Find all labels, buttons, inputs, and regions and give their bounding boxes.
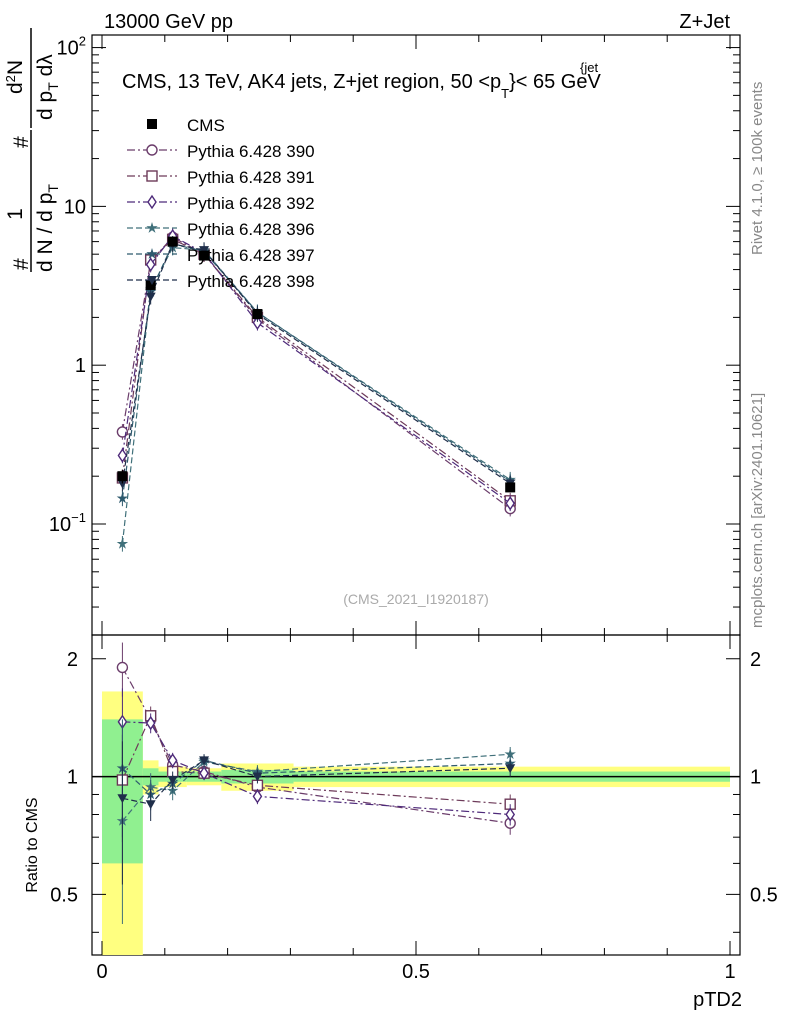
series-layer <box>116 228 516 552</box>
xlabel: pTD2 <box>693 989 742 1011</box>
ratio-tick-label-right: 2 <box>750 649 761 671</box>
ratio-point <box>199 765 209 781</box>
ratio-bands <box>92 691 740 955</box>
ratio-line <box>122 759 511 796</box>
legend-marker <box>147 276 157 285</box>
legend-label: Pythia 6.428 396 <box>187 220 315 239</box>
ratio-ticks: 2 2 1 1 0.5 0.5 <box>50 649 778 933</box>
legend-label: Pythia 6.428 391 <box>187 168 315 187</box>
ratio-point <box>167 753 178 768</box>
series-line <box>121 238 511 502</box>
ylabel-hash-2: # <box>10 136 33 148</box>
ratio-tick-label-right: 1 <box>750 767 761 789</box>
y-tick-label: 10−1 <box>49 510 86 536</box>
series-point <box>116 537 129 549</box>
cms-point <box>167 236 178 247</box>
series-point <box>116 492 129 504</box>
series-point <box>145 257 156 272</box>
series-point <box>252 315 263 331</box>
side-rivet: Rivet 4.1.0, ≥ 100k events <box>749 82 766 255</box>
ratio-point <box>145 800 156 810</box>
ratio-ylabel: Ratio to CMS <box>24 797 41 892</box>
series-point <box>145 292 156 302</box>
ratio-point <box>505 764 516 774</box>
ratio-tick-label: 2 <box>67 649 78 671</box>
x-tick-label: 1 <box>724 961 735 983</box>
chart-title: CMS, 13 TeV, AK4 jets, Z+jet region, 50 … <box>122 71 601 101</box>
series-point <box>116 426 129 438</box>
cms-point <box>252 309 263 320</box>
series-line <box>121 246 511 544</box>
ratio-line <box>121 714 511 805</box>
cms-point <box>199 250 210 261</box>
watermark: (CMS_2021_I1920187) <box>343 591 489 607</box>
series-line <box>121 235 511 504</box>
legend-marker-cms <box>147 119 157 129</box>
ratio-point <box>116 661 129 674</box>
ylabel-top: d2N <box>3 60 27 94</box>
series-line <box>121 236 511 510</box>
ratio-tick-label: 1 <box>67 767 78 789</box>
ratio-point <box>252 789 263 804</box>
ratio-frame <box>91 634 741 956</box>
x-tick-label: 0 <box>96 961 107 983</box>
ratio-line <box>122 721 511 816</box>
side-mcplots: mcplots.cern.ch [arXiv:2401.10621] <box>749 393 766 628</box>
y-tick-label: 102 <box>57 34 86 60</box>
x-tick-label: 0.5 <box>402 961 430 983</box>
legend-label: Pythia 6.428 392 <box>187 194 315 213</box>
legend-marker <box>146 144 158 156</box>
ratio-tick-label-right: 0.5 <box>750 884 778 906</box>
ratio-layer <box>116 642 516 925</box>
ratio-point <box>145 715 156 731</box>
ylabel-bottom: d pT dλ <box>34 54 61 120</box>
ratio-point <box>505 807 516 822</box>
ylabel-hash-1: # <box>10 258 33 270</box>
header-right: Z+Jet <box>679 11 730 33</box>
legend-label: Pythia 6.428 397 <box>187 246 315 265</box>
legend-label: Pythia 6.428 390 <box>187 142 315 161</box>
ratio-tick-label: 0.5 <box>50 884 78 906</box>
legend-marker <box>146 222 158 233</box>
ylabel: # 1 d N / d pT # d2N d pT dλ <box>3 28 61 272</box>
series-point <box>505 496 516 511</box>
legend-label: Pythia 6.428 398 <box>187 272 315 291</box>
legend: CMS Pythia 6.428 390 Pythia 6.428 391 Pythi… <box>127 116 315 291</box>
legend-marker <box>146 170 158 182</box>
chart-title-sup: {jet <box>580 60 598 75</box>
legend-marker <box>146 248 158 259</box>
y-tick-label: 1 <box>75 355 86 377</box>
series-point <box>117 479 128 489</box>
legend-label-cms: CMS <box>187 116 225 135</box>
series-point <box>117 448 128 463</box>
cms-point <box>505 482 516 493</box>
legend-marker <box>147 194 157 210</box>
ratio-line <box>121 753 511 822</box>
ratio-point <box>167 775 178 785</box>
main-ticks: 102 10 1 10−1 0 0.5 1 <box>49 34 740 983</box>
cms-point <box>145 279 156 290</box>
ratio-point <box>252 772 263 782</box>
cms-point <box>117 471 128 482</box>
y-tick-label: 10 <box>64 196 86 218</box>
ylabel-outer-denominator: d N / d pT <box>34 184 61 272</box>
series-line <box>121 243 511 499</box>
ylabel-one: 1 <box>4 208 27 220</box>
header-left: 13000 GeV pp <box>104 11 233 33</box>
series-line <box>121 243 511 484</box>
ratio-point <box>199 756 210 766</box>
ratio-point <box>117 794 128 804</box>
ratio-point <box>504 748 516 760</box>
